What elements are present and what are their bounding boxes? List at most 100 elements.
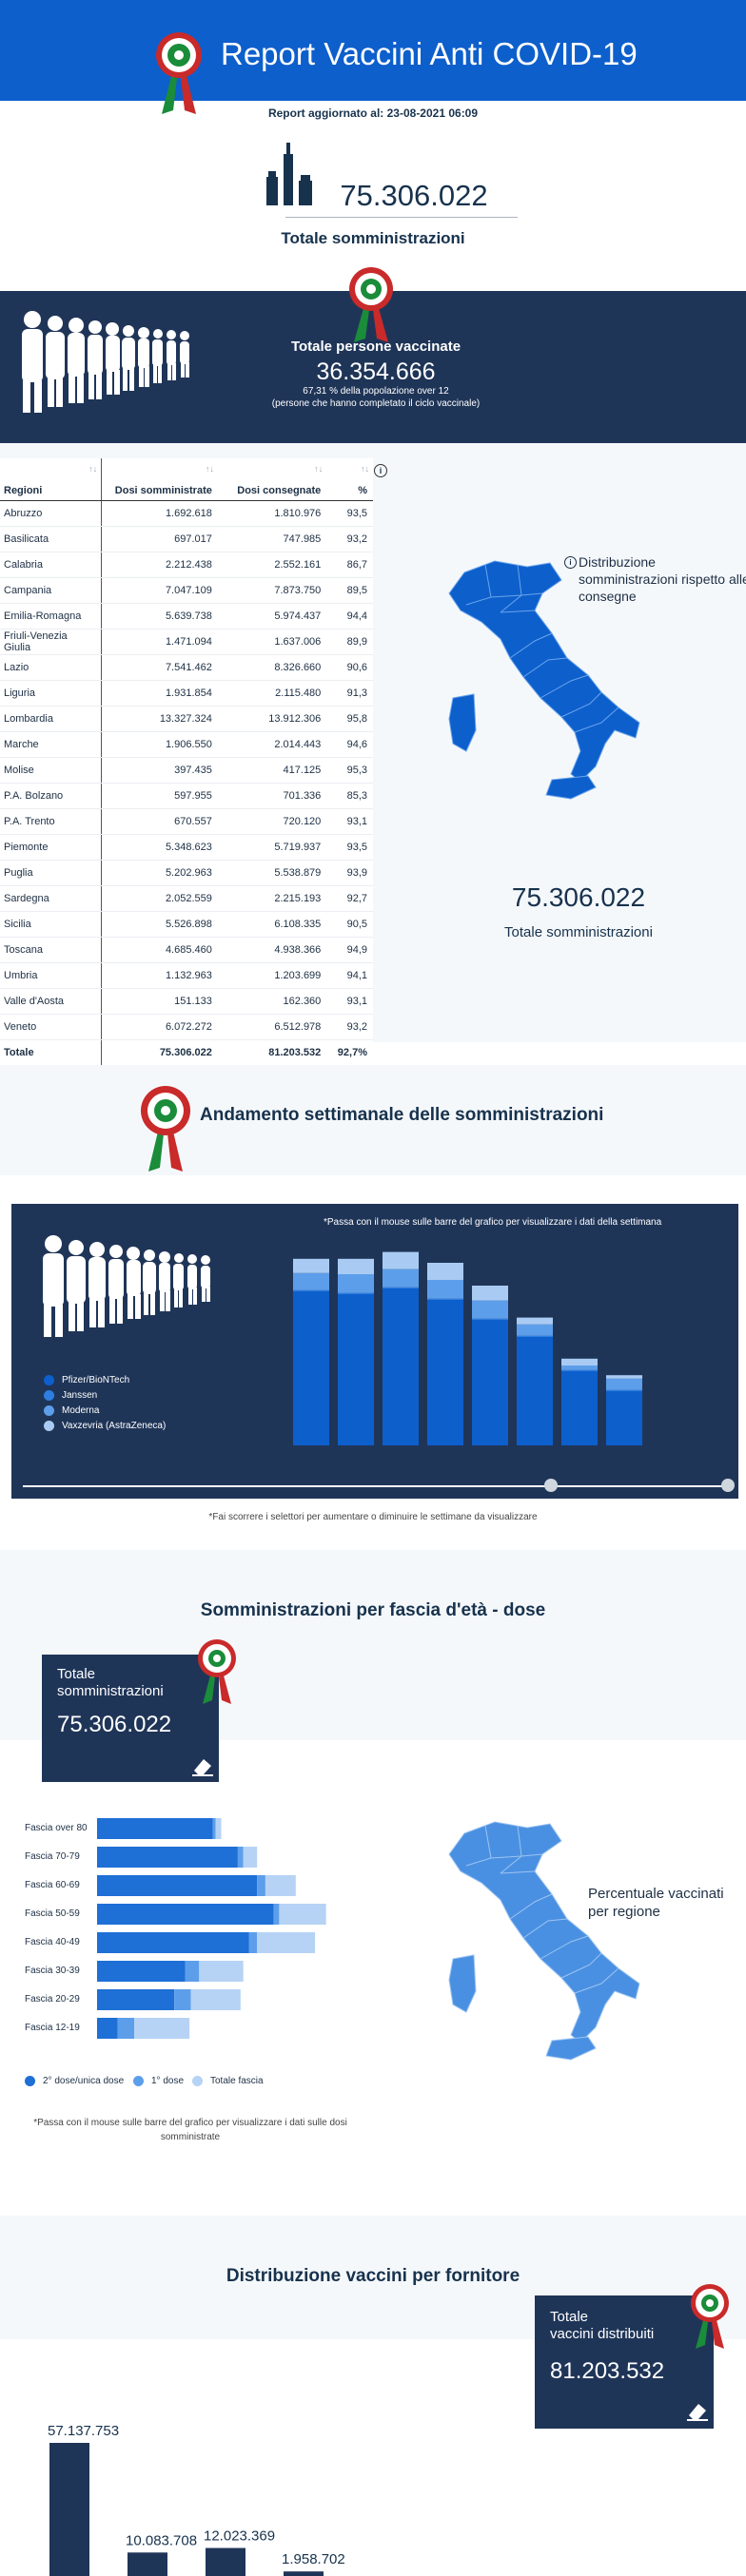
age-bar-segment[interactable]: [273, 1904, 280, 1925]
table-row[interactable]: Calabria 2.212.438 2.552.161 86,7: [0, 552, 373, 578]
age-bar-segment[interactable]: [97, 1989, 175, 2010]
week-bar-segment[interactable]: [606, 1389, 642, 1391]
table-row[interactable]: Molise 397.435 417.125 95,3: [0, 757, 373, 784]
week-bar-segment[interactable]: [606, 1391, 642, 1445]
week-bar-segment[interactable]: [427, 1298, 463, 1300]
age-bar-segment[interactable]: [174, 1989, 191, 2010]
week-bar-segment[interactable]: [427, 1263, 463, 1280]
table-row[interactable]: Marche 1.906.550 2.014.443 94,6: [0, 731, 373, 758]
age-bar-segment[interactable]: [97, 2018, 118, 2039]
age-bar-segment[interactable]: [215, 1818, 222, 1839]
table-row[interactable]: Piemonte 5.348.623 5.719.937 93,5: [0, 834, 373, 861]
table-row[interactable]: Friuli-Venezia Giulia 1.471.094 1.637.006 8…: [0, 629, 373, 655]
week-bar-segment[interactable]: [472, 1318, 508, 1320]
table-row[interactable]: Abruzzo 1.692.618 1.810.976 93,5: [0, 500, 373, 527]
age-bar-segment[interactable]: [97, 1818, 213, 1839]
table-row[interactable]: P.A. Bolzano 597.955 701.336 85,3: [0, 783, 373, 809]
week-bar-segment[interactable]: [561, 1369, 598, 1371]
age-bar-segment[interactable]: [243, 1847, 258, 1868]
age-bar-segment[interactable]: [97, 1875, 258, 1896]
col-header-regioni[interactable]: Regioni ↑↓: [0, 458, 103, 501]
age-bar-segment[interactable]: [199, 1961, 244, 1982]
italy-map[interactable]: [428, 555, 647, 822]
age-bar-segment[interactable]: [212, 1818, 216, 1839]
table-row[interactable]: P.A. Trento 670.557 720.120 93,1: [0, 808, 373, 835]
week-range-slider-start-handle[interactable]: [544, 1479, 558, 1492]
table-row[interactable]: Basilicata 697.017 747.985 93,2: [0, 526, 373, 552]
week-range-slider-track[interactable]: [23, 1485, 727, 1487]
age-bar-segment[interactable]: [237, 1847, 244, 1868]
age-bar-segment[interactable]: [97, 1961, 186, 1982]
col-header-percent[interactable]: % ↑↓: [326, 458, 373, 501]
sort-icon[interactable]: ↑↓: [205, 464, 214, 474]
age-bar-segment[interactable]: [134, 2018, 190, 2039]
week-bar-segment[interactable]: [561, 1358, 598, 1365]
table-row[interactable]: Sicilia 5.526.898 6.108.335 90,5: [0, 911, 373, 938]
table-row[interactable]: Puglia 5.202.963 5.538.879 93,9: [0, 860, 373, 886]
week-bar-segment[interactable]: [293, 1258, 329, 1273]
week-bar-segment[interactable]: [561, 1371, 598, 1445]
age-bar-segment[interactable]: [190, 1989, 241, 2010]
col-header-delivered[interactable]: Dosi consegnate ↑↓: [217, 458, 327, 501]
age-bar-segment[interactable]: [97, 1932, 249, 1953]
table-row[interactable]: Veneto 6.072.272 6.512.978 93,2: [0, 1014, 373, 1040]
week-bar-segment[interactable]: [606, 1378, 642, 1390]
week-bar-segment[interactable]: [561, 1365, 598, 1370]
col-header-administered[interactable]: Dosi somministrate ↑↓: [101, 458, 218, 501]
sort-icon[interactable]: ↑↓: [361, 464, 369, 474]
week-bar-segment[interactable]: [383, 1269, 419, 1288]
table-row[interactable]: Lombardia 13.327.324 13.912.306 95,8: [0, 706, 373, 732]
week-bar-segment[interactable]: [338, 1292, 374, 1294]
week-bar-segment[interactable]: [293, 1272, 329, 1290]
week-bar-segment[interactable]: [293, 1289, 329, 1291]
weekly-bar-chart[interactable]: [285, 1246, 685, 1470]
table-row[interactable]: Sardegna 2.052.559 2.215.193 92,7: [0, 885, 373, 912]
info-icon[interactable]: i: [564, 556, 577, 569]
table-row[interactable]: Toscana 4.685.460 4.938.366 94,9: [0, 937, 373, 963]
week-bar-segment[interactable]: [293, 1291, 329, 1445]
supplier-bar-chart[interactable]: 57.137.753 10.083.708 12.023.369 1.958.702: [29, 2406, 371, 2576]
week-bar-segment[interactable]: [472, 1286, 508, 1301]
table-row[interactable]: Liguria 1.931.854 2.115.480 91,3: [0, 680, 373, 707]
supplier-bar[interactable]: [284, 2571, 324, 2576]
age-bar-segment[interactable]: [257, 1932, 316, 1953]
week-bar-segment[interactable]: [383, 1288, 419, 1445]
age-bar-segment[interactable]: [117, 2018, 135, 2039]
supplier-bar[interactable]: [128, 2552, 167, 2576]
week-range-slider-end-handle[interactable]: [721, 1479, 735, 1492]
supplier-bar[interactable]: [49, 2443, 89, 2576]
week-bar-segment[interactable]: [472, 1320, 508, 1445]
age-bar-segment[interactable]: [279, 1904, 326, 1925]
week-bar-segment[interactable]: [427, 1280, 463, 1299]
week-bar-segment[interactable]: [427, 1300, 463, 1445]
week-bar-segment[interactable]: [606, 1375, 642, 1379]
table-row[interactable]: Campania 7.047.109 7.873.750 89,5: [0, 577, 373, 604]
week-bar-segment[interactable]: [517, 1324, 553, 1336]
italy-map-percentage[interactable]: [428, 1816, 647, 2082]
week-bar-segment[interactable]: [517, 1335, 553, 1337]
age-bar-segment[interactable]: [248, 1932, 258, 1953]
age-bar-segment[interactable]: [257, 1875, 265, 1896]
table-row[interactable]: Umbria 1.132.963 1.203.699 94,1: [0, 962, 373, 989]
age-bar-segment[interactable]: [97, 1904, 274, 1925]
age-bar-segment[interactable]: [97, 1847, 238, 1868]
table-row[interactable]: Emilia-Romagna 5.639.738 5.974.437 94,4: [0, 603, 373, 629]
table-row[interactable]: Lazio 7.541.462 8.326.660 90,6: [0, 654, 373, 681]
sort-icon[interactable]: ↑↓: [314, 464, 324, 474]
info-icon[interactable]: i: [374, 464, 387, 477]
week-bar-segment[interactable]: [338, 1294, 374, 1445]
age-bar-chart[interactable]: [95, 1816, 381, 2050]
week-bar-segment[interactable]: [517, 1317, 553, 1325]
table-row[interactable]: Valle d'Aosta 151.133 162.360 93,1: [0, 988, 373, 1015]
week-bar-segment[interactable]: [338, 1274, 374, 1293]
week-bar-segment[interactable]: [383, 1251, 419, 1269]
eraser-icon[interactable]: [190, 1755, 215, 1778]
supplier-bar[interactable]: [206, 2547, 245, 2576]
age-bar-segment[interactable]: [185, 1961, 200, 1982]
eraser-icon[interactable]: [685, 2400, 710, 2423]
week-bar-segment[interactable]: [472, 1300, 508, 1319]
week-bar-segment[interactable]: [517, 1337, 553, 1445]
age-bar-segment[interactable]: [265, 1875, 296, 1896]
week-bar-segment[interactable]: [338, 1258, 374, 1274]
sort-icon[interactable]: ↑↓: [88, 464, 98, 474]
